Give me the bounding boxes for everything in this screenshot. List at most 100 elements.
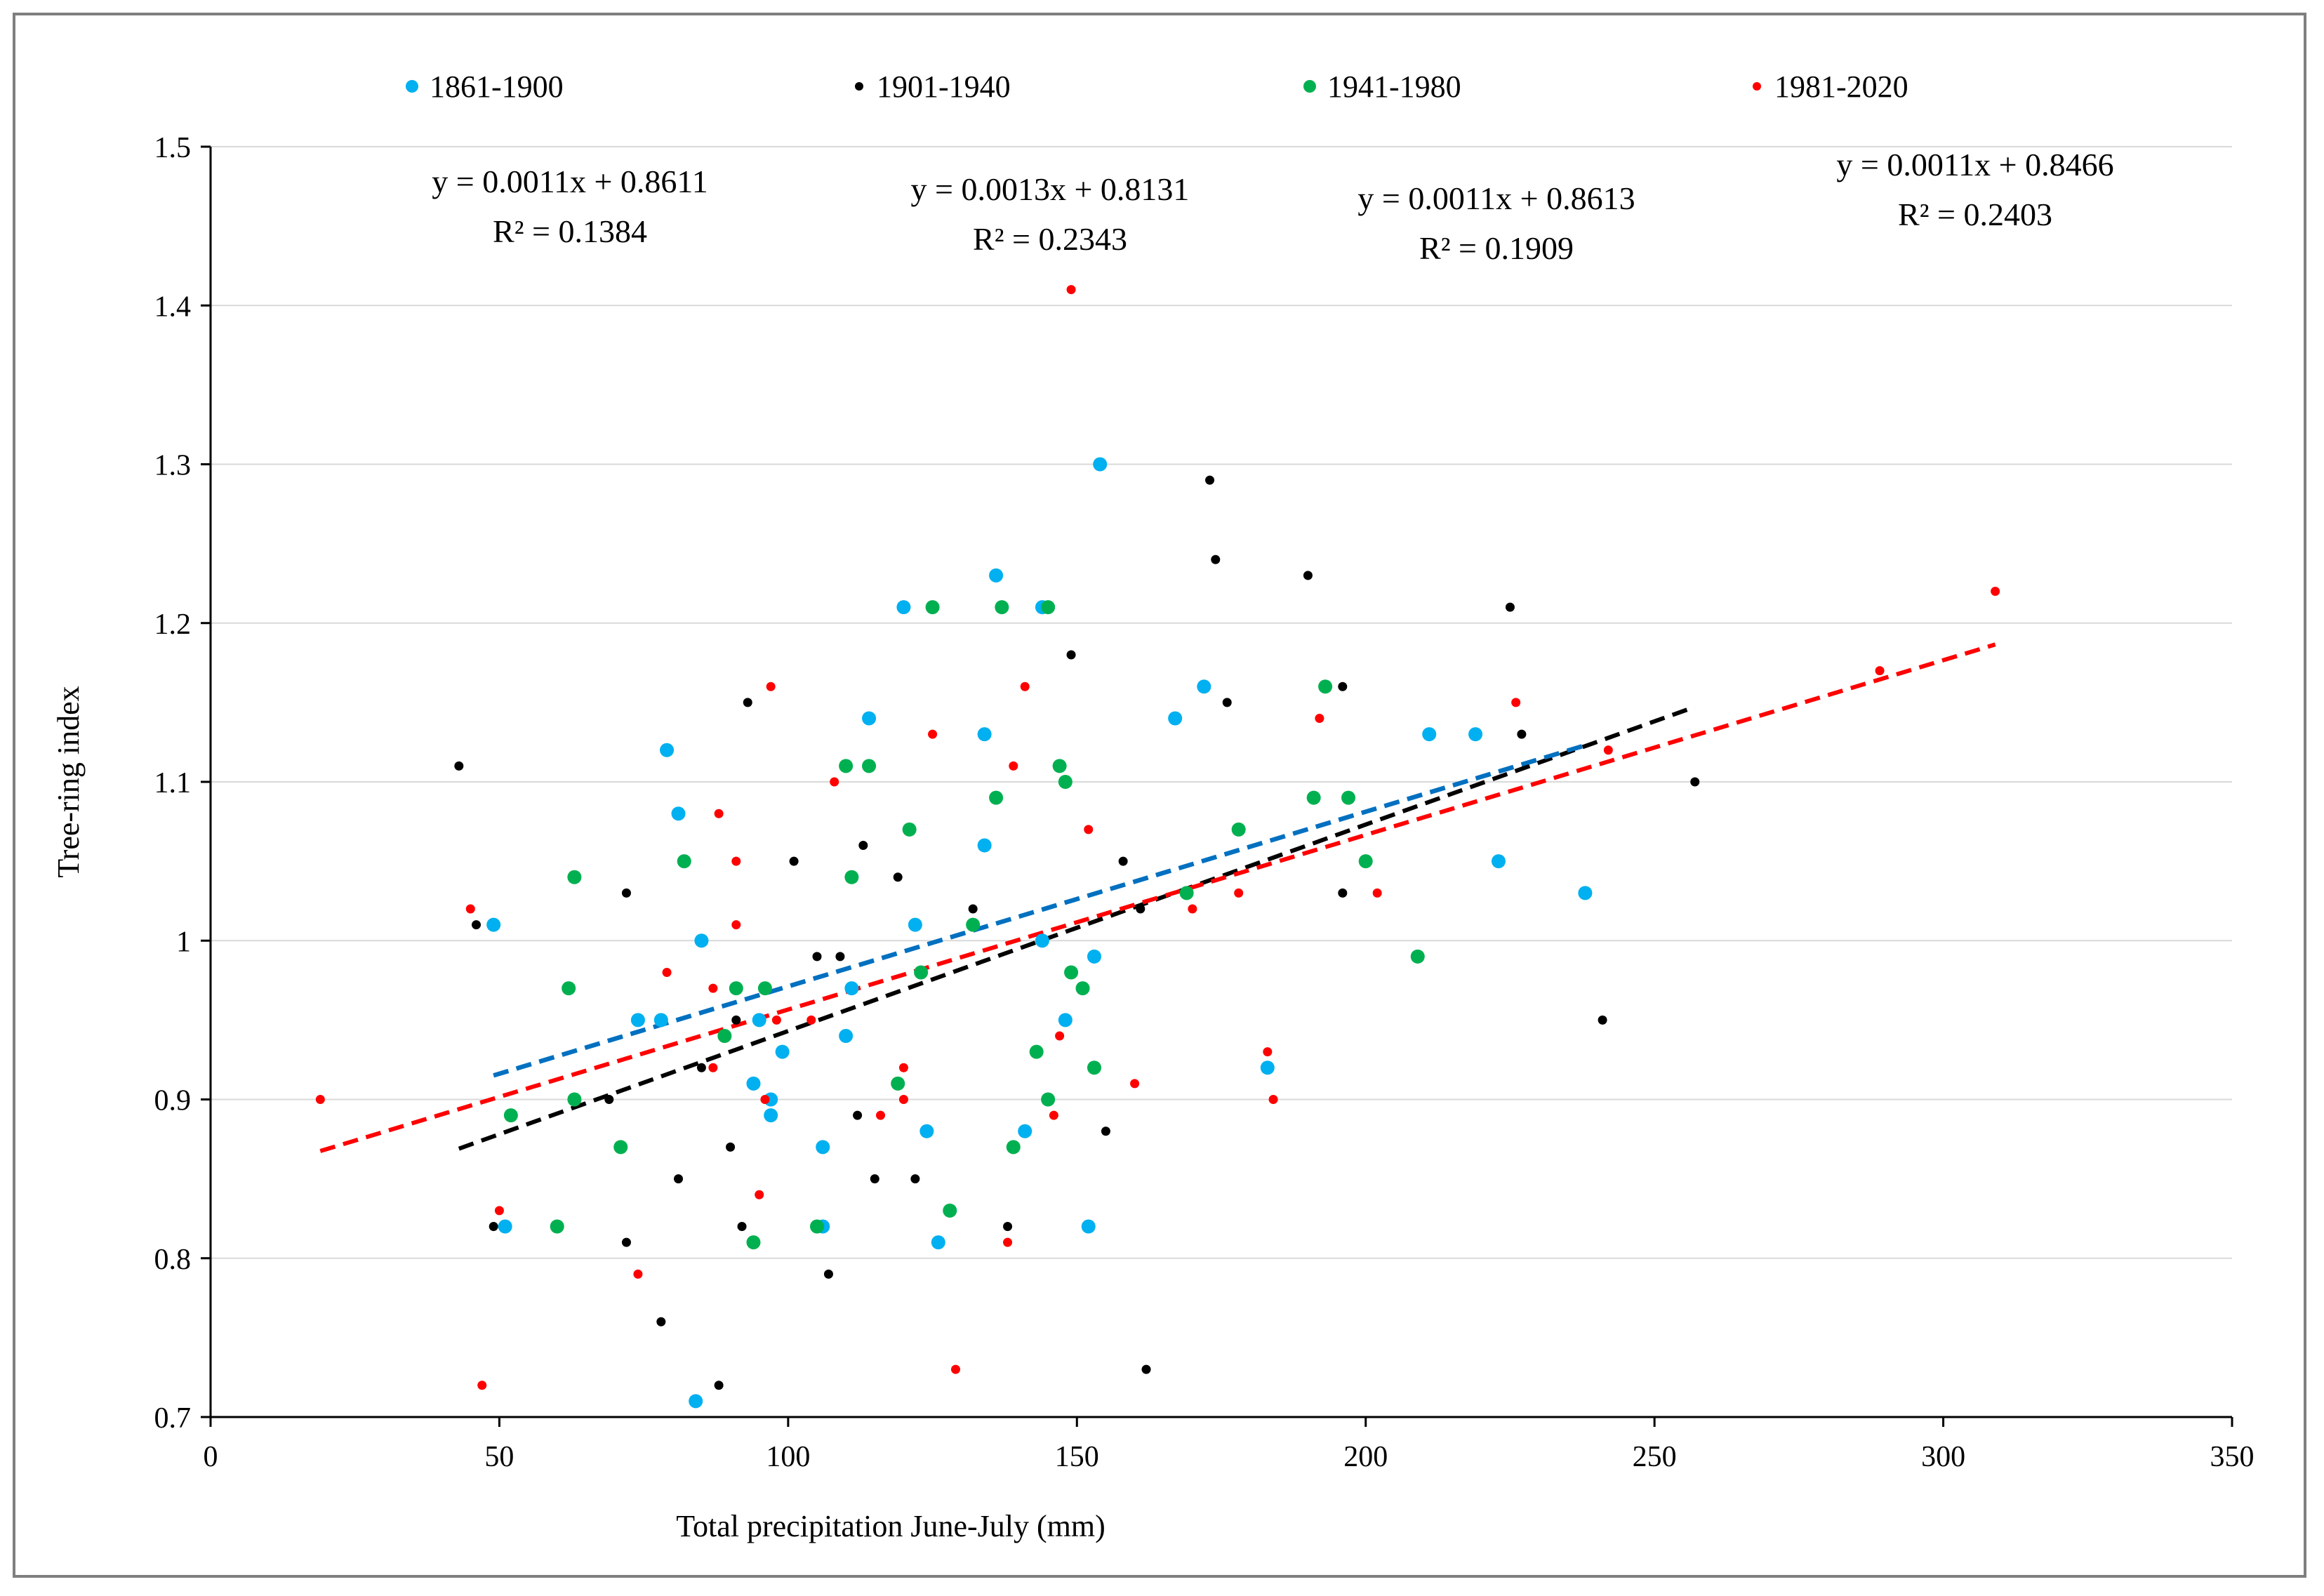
point-1861-1900	[775, 1044, 790, 1059]
point-1981-2020	[898, 1063, 908, 1072]
point-1941-1980	[757, 981, 772, 996]
point-1981-2020	[708, 1063, 718, 1072]
legend-marker-1941-1980	[1303, 80, 1316, 93]
point-1981-2020	[806, 1015, 816, 1025]
trendline-1981-2020	[319, 642, 1996, 1153]
point-1941-1980	[1075, 981, 1090, 996]
point-1941-1980	[562, 981, 576, 996]
point-1901-1940	[853, 1110, 863, 1120]
point-1941-1980	[1358, 854, 1373, 869]
point-1901-1940	[674, 1174, 684, 1184]
point-1901-1940	[621, 888, 631, 898]
point-1941-1980	[613, 1140, 628, 1155]
point-1981-2020	[1049, 1110, 1058, 1120]
y-tick-label-1.1: 1.1	[154, 767, 192, 799]
point-1861-1900	[486, 917, 501, 932]
point-1901-1940	[1690, 777, 1700, 787]
chart-frame: 0.7 0.8 0.9 1 1.1 1.2 1.3 1.4 1.5 0 50 100 150 200 250…	[13, 13, 2306, 1578]
point-1901-1940	[454, 761, 464, 771]
point-1941-1980	[902, 822, 917, 837]
point-1901-1940	[1222, 698, 1232, 707]
point-1901-1940	[604, 1095, 614, 1104]
point-1981-2020	[1066, 285, 1076, 295]
point-1861-1900	[1087, 949, 1101, 964]
point-1941-1980	[891, 1076, 905, 1091]
r2-1981-2020: R² = 0.2403	[1898, 197, 2052, 232]
equation-1941-1980: y = 0.0011x + 0.8613	[1357, 180, 1635, 216]
point-1941-1980	[810, 1219, 824, 1234]
gridlines	[211, 146, 2232, 1259]
point-1861-1900	[498, 1219, 512, 1234]
point-1981-2020	[1055, 1031, 1065, 1041]
legend-label-1901-1940: 1901-1940	[877, 69, 1011, 104]
y-tick-label-1: 1	[176, 926, 191, 958]
point-1981-2020	[898, 1095, 908, 1104]
point-1901-1940	[910, 1174, 920, 1184]
point-1981-2020	[1991, 587, 2000, 596]
r2-1861-1900: R² = 0.1384	[493, 213, 647, 249]
point-1941-1980	[839, 759, 854, 773]
point-1861-1900	[694, 933, 709, 948]
point-1981-2020	[465, 904, 475, 914]
point-1861-1900	[1260, 1060, 1275, 1075]
point-1901-1940	[1066, 650, 1076, 660]
point-1981-2020	[760, 1095, 770, 1104]
point-1941-1980	[989, 790, 1004, 805]
point-1861-1900	[844, 981, 859, 996]
point-1941-1980	[550, 1219, 564, 1234]
point-1901-1940	[789, 856, 799, 866]
point-1981-2020	[1315, 714, 1324, 723]
point-1981-2020	[731, 920, 741, 930]
point-1901-1940	[1338, 888, 1348, 898]
x-axis-title: Total precipitation June-July (mm)	[676, 1509, 1105, 1543]
point-1901-1940	[1338, 681, 1348, 691]
point-1861-1900	[1491, 854, 1506, 869]
point-1901-1940	[731, 1015, 741, 1025]
x-tick-label-200: 200	[1343, 1441, 1388, 1473]
point-1901-1940	[714, 1381, 724, 1390]
point-1861-1900	[1093, 457, 1108, 472]
point-1901-1940	[1598, 1015, 1607, 1025]
y-tick-label-1.5: 1.5	[154, 132, 192, 164]
point-1941-1980	[1041, 600, 1056, 615]
point-1981-2020	[766, 681, 776, 691]
point-1981-2020	[876, 1110, 886, 1120]
point-1941-1980	[1064, 965, 1079, 980]
point-1941-1980	[503, 1108, 518, 1123]
point-1981-2020	[1084, 825, 1094, 834]
point-1861-1900	[1168, 711, 1183, 726]
point-1861-1900	[989, 568, 1004, 583]
point-1941-1980	[677, 854, 691, 869]
y-tick-label-1.3: 1.3	[154, 450, 192, 482]
point-1981-2020	[1234, 888, 1244, 898]
point-1861-1900	[660, 743, 675, 757]
point-1861-1900	[931, 1235, 945, 1250]
point-1941-1980	[567, 1092, 582, 1107]
point-1861-1900	[977, 838, 992, 853]
point-1981-2020	[633, 1269, 643, 1279]
point-1861-1900	[1422, 727, 1437, 742]
point-1941-1980	[1052, 759, 1067, 773]
point-1861-1900	[1018, 1124, 1032, 1138]
point-1901-1940	[1141, 1364, 1151, 1374]
point-1861-1900	[1058, 1013, 1073, 1028]
equation-1861-1900: y = 0.0011x + 0.8611	[432, 164, 708, 199]
point-1901-1940	[812, 952, 822, 962]
point-1861-1900	[862, 711, 877, 726]
point-1901-1940	[1517, 729, 1527, 739]
point-1901-1940	[696, 1063, 706, 1072]
point-1941-1980	[862, 759, 877, 773]
point-1901-1940	[870, 1174, 879, 1184]
point-1941-1980	[1041, 1092, 1056, 1107]
x-tick-label-100: 100	[766, 1441, 810, 1473]
point-1981-2020	[1130, 1079, 1140, 1089]
point-1981-2020	[1020, 681, 1030, 691]
point-1941-1980	[1058, 775, 1073, 789]
point-1861-1900	[919, 1124, 934, 1138]
y-tick-label-0.8: 0.8	[154, 1244, 192, 1276]
point-1941-1980	[1006, 1140, 1021, 1155]
data-points	[315, 285, 2000, 1409]
y-axis-title: Tree-ring index	[51, 686, 86, 877]
x-tick-label-150: 150	[1055, 1441, 1099, 1473]
point-1901-1940	[472, 920, 482, 930]
